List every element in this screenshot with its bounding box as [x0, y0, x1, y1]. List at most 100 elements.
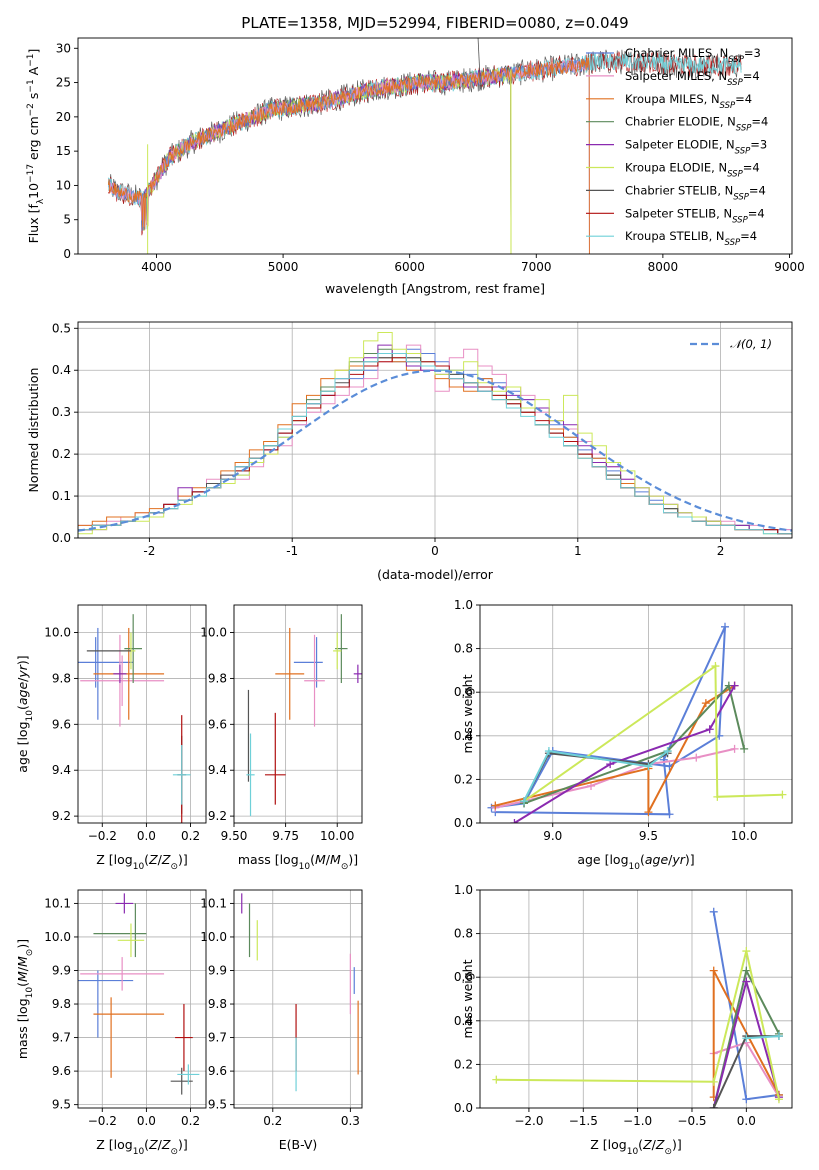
axes-frame — [77, 604, 207, 824]
label-part: )] — [178, 1137, 188, 1152]
x-axis-label: mass [log10(M/M⊙)] — [238, 852, 358, 872]
label-part: ⊙ — [664, 1147, 672, 1157]
y-tick-label: 0.2 — [454, 772, 473, 786]
x-tick-label: 5000 — [268, 260, 299, 274]
x-tick-label: 0.0 — [137, 1114, 156, 1128]
label-part: −1 — [26, 79, 36, 92]
x-tick-label: 10.0 — [731, 829, 758, 843]
series-marker — [492, 1075, 501, 1084]
plot-area — [78, 893, 200, 1095]
y-tick-label: 9.6 — [208, 1064, 227, 1078]
plot-area — [78, 614, 191, 823]
y-tick-label: 10.0 — [44, 930, 71, 944]
y-tick-label: 9.7 — [52, 1031, 71, 1045]
y-tick-label: 9.9 — [208, 963, 227, 977]
panel-age_vs_mass: 9.50 9.75 10.00 9.2 9.4 9.6 9.8 10.0 mass [log10… — [200, 604, 363, 872]
y-tick-label: 0.4 — [454, 729, 473, 743]
panel-mass_weight_vs_age: 9.0 9.5 10.0 0.0 0.2 0.4 0.6 0.8 1.0 age [log10(a… — [454, 598, 793, 872]
legend-sub: SSP — [728, 55, 744, 65]
x-axis-label: Z [log10(Z/Z⊙)] — [96, 1137, 188, 1157]
label-part: / — [668, 852, 673, 867]
label-part: )] — [348, 852, 358, 867]
legend-text: Chabrier MILES, N — [625, 46, 728, 60]
series-marker — [742, 977, 751, 986]
series-marker — [663, 747, 672, 756]
y-tick-label: 9.4 — [52, 763, 71, 777]
legend-text: Kroupa MILES, N — [625, 92, 720, 106]
label-part: Z — [148, 852, 158, 867]
label-part: yr — [15, 664, 30, 678]
label-part: ⊙ — [170, 862, 178, 872]
label-part: −1 — [26, 54, 36, 67]
legend-tail: =4 — [751, 115, 768, 129]
y-tick-label: 9.6 — [208, 717, 227, 731]
x-tick-label: −0.2 — [88, 1114, 117, 1128]
series-marker — [742, 1034, 751, 1043]
series-marker — [730, 681, 739, 690]
axes-frame — [233, 889, 363, 1109]
y-tick-label: 0.8 — [454, 927, 473, 941]
series-marker — [692, 753, 701, 762]
label-part: Z [log — [96, 1137, 132, 1152]
label-part: )] — [672, 1137, 682, 1152]
y-tick-label: 30 — [56, 41, 71, 55]
x-axis-label: (data-model)/error — [377, 567, 494, 582]
label-part: λ — [36, 198, 46, 204]
legend-entry: Chabrier STELIB, NSSP=4 — [625, 183, 766, 202]
spectrum-line — [477, 38, 481, 90]
y-tick-label: 0 — [63, 247, 71, 261]
series-marker — [709, 1104, 718, 1108]
x-tick-label: −1.5 — [569, 1114, 598, 1128]
x-tick-label: 0.2 — [181, 829, 200, 843]
label-part: ] — [26, 49, 41, 54]
label-part: ( — [144, 852, 149, 867]
label-part: ( — [15, 982, 30, 987]
label-part: 10 — [25, 710, 35, 722]
x-tick-label: 0.0 — [737, 1114, 756, 1128]
series-marker — [742, 966, 751, 975]
y-tick-label: 9.7 — [208, 1031, 227, 1045]
label-part: mass [log — [15, 998, 30, 1059]
x-tick-label: −1.0 — [623, 1114, 652, 1128]
y-tick-label: 0.6 — [454, 970, 473, 984]
label-part: erg cm — [26, 116, 41, 164]
y-axis-label: age [log10(age/yr)] — [15, 655, 35, 772]
label-part: ( — [144, 1137, 149, 1152]
y-tick-label: 10.0 — [44, 626, 71, 640]
histogram-step — [78, 353, 792, 538]
legend-entry: Salpeter MILES, NSSP=4 — [625, 69, 760, 88]
plot-area — [246, 614, 362, 817]
legend-sub: SSP — [732, 215, 748, 225]
legend-text: Salpeter ELODIE, N — [625, 138, 735, 152]
legend-sub: SSP — [733, 192, 749, 202]
series-marker — [705, 725, 714, 734]
y-tick-label: 9.2 — [52, 809, 71, 823]
spectrum-line — [107, 57, 590, 254]
x-tick-label: 9.50 — [221, 829, 248, 843]
axes-frame — [479, 889, 793, 1109]
y-tick-label: 0.8 — [454, 642, 473, 656]
label-part: Z [log — [590, 1137, 626, 1152]
axes-frame — [233, 604, 363, 824]
y-tick-label: 9.6 — [52, 717, 71, 731]
y-tick-label: 0.3 — [52, 405, 71, 419]
x-tick-label: -2 — [143, 544, 155, 558]
label-part: M — [15, 956, 30, 967]
legend-tail: =3 — [750, 138, 767, 152]
series-marker — [491, 801, 500, 810]
legend-entry: Chabrier ELODIE, NSSP=4 — [625, 115, 768, 134]
x-tick-label: 9.0 — [543, 829, 562, 843]
label-part: / — [15, 966, 30, 971]
legend-tail: =4 — [748, 206, 765, 220]
y-tick-label: 9.9 — [52, 963, 71, 977]
label-part: Flux [f — [26, 204, 41, 244]
series-line — [523, 664, 783, 803]
label-part: ⊙ — [170, 1147, 178, 1157]
legend-sub: SSP — [736, 124, 752, 134]
legend-entry: Chabrier MILES, NSSP=3 — [625, 46, 761, 65]
axes-frame — [77, 37, 793, 255]
y-tick-label: 20 — [56, 110, 71, 124]
normal-curve — [78, 369, 792, 532]
legend-tail: =4 — [740, 229, 757, 243]
